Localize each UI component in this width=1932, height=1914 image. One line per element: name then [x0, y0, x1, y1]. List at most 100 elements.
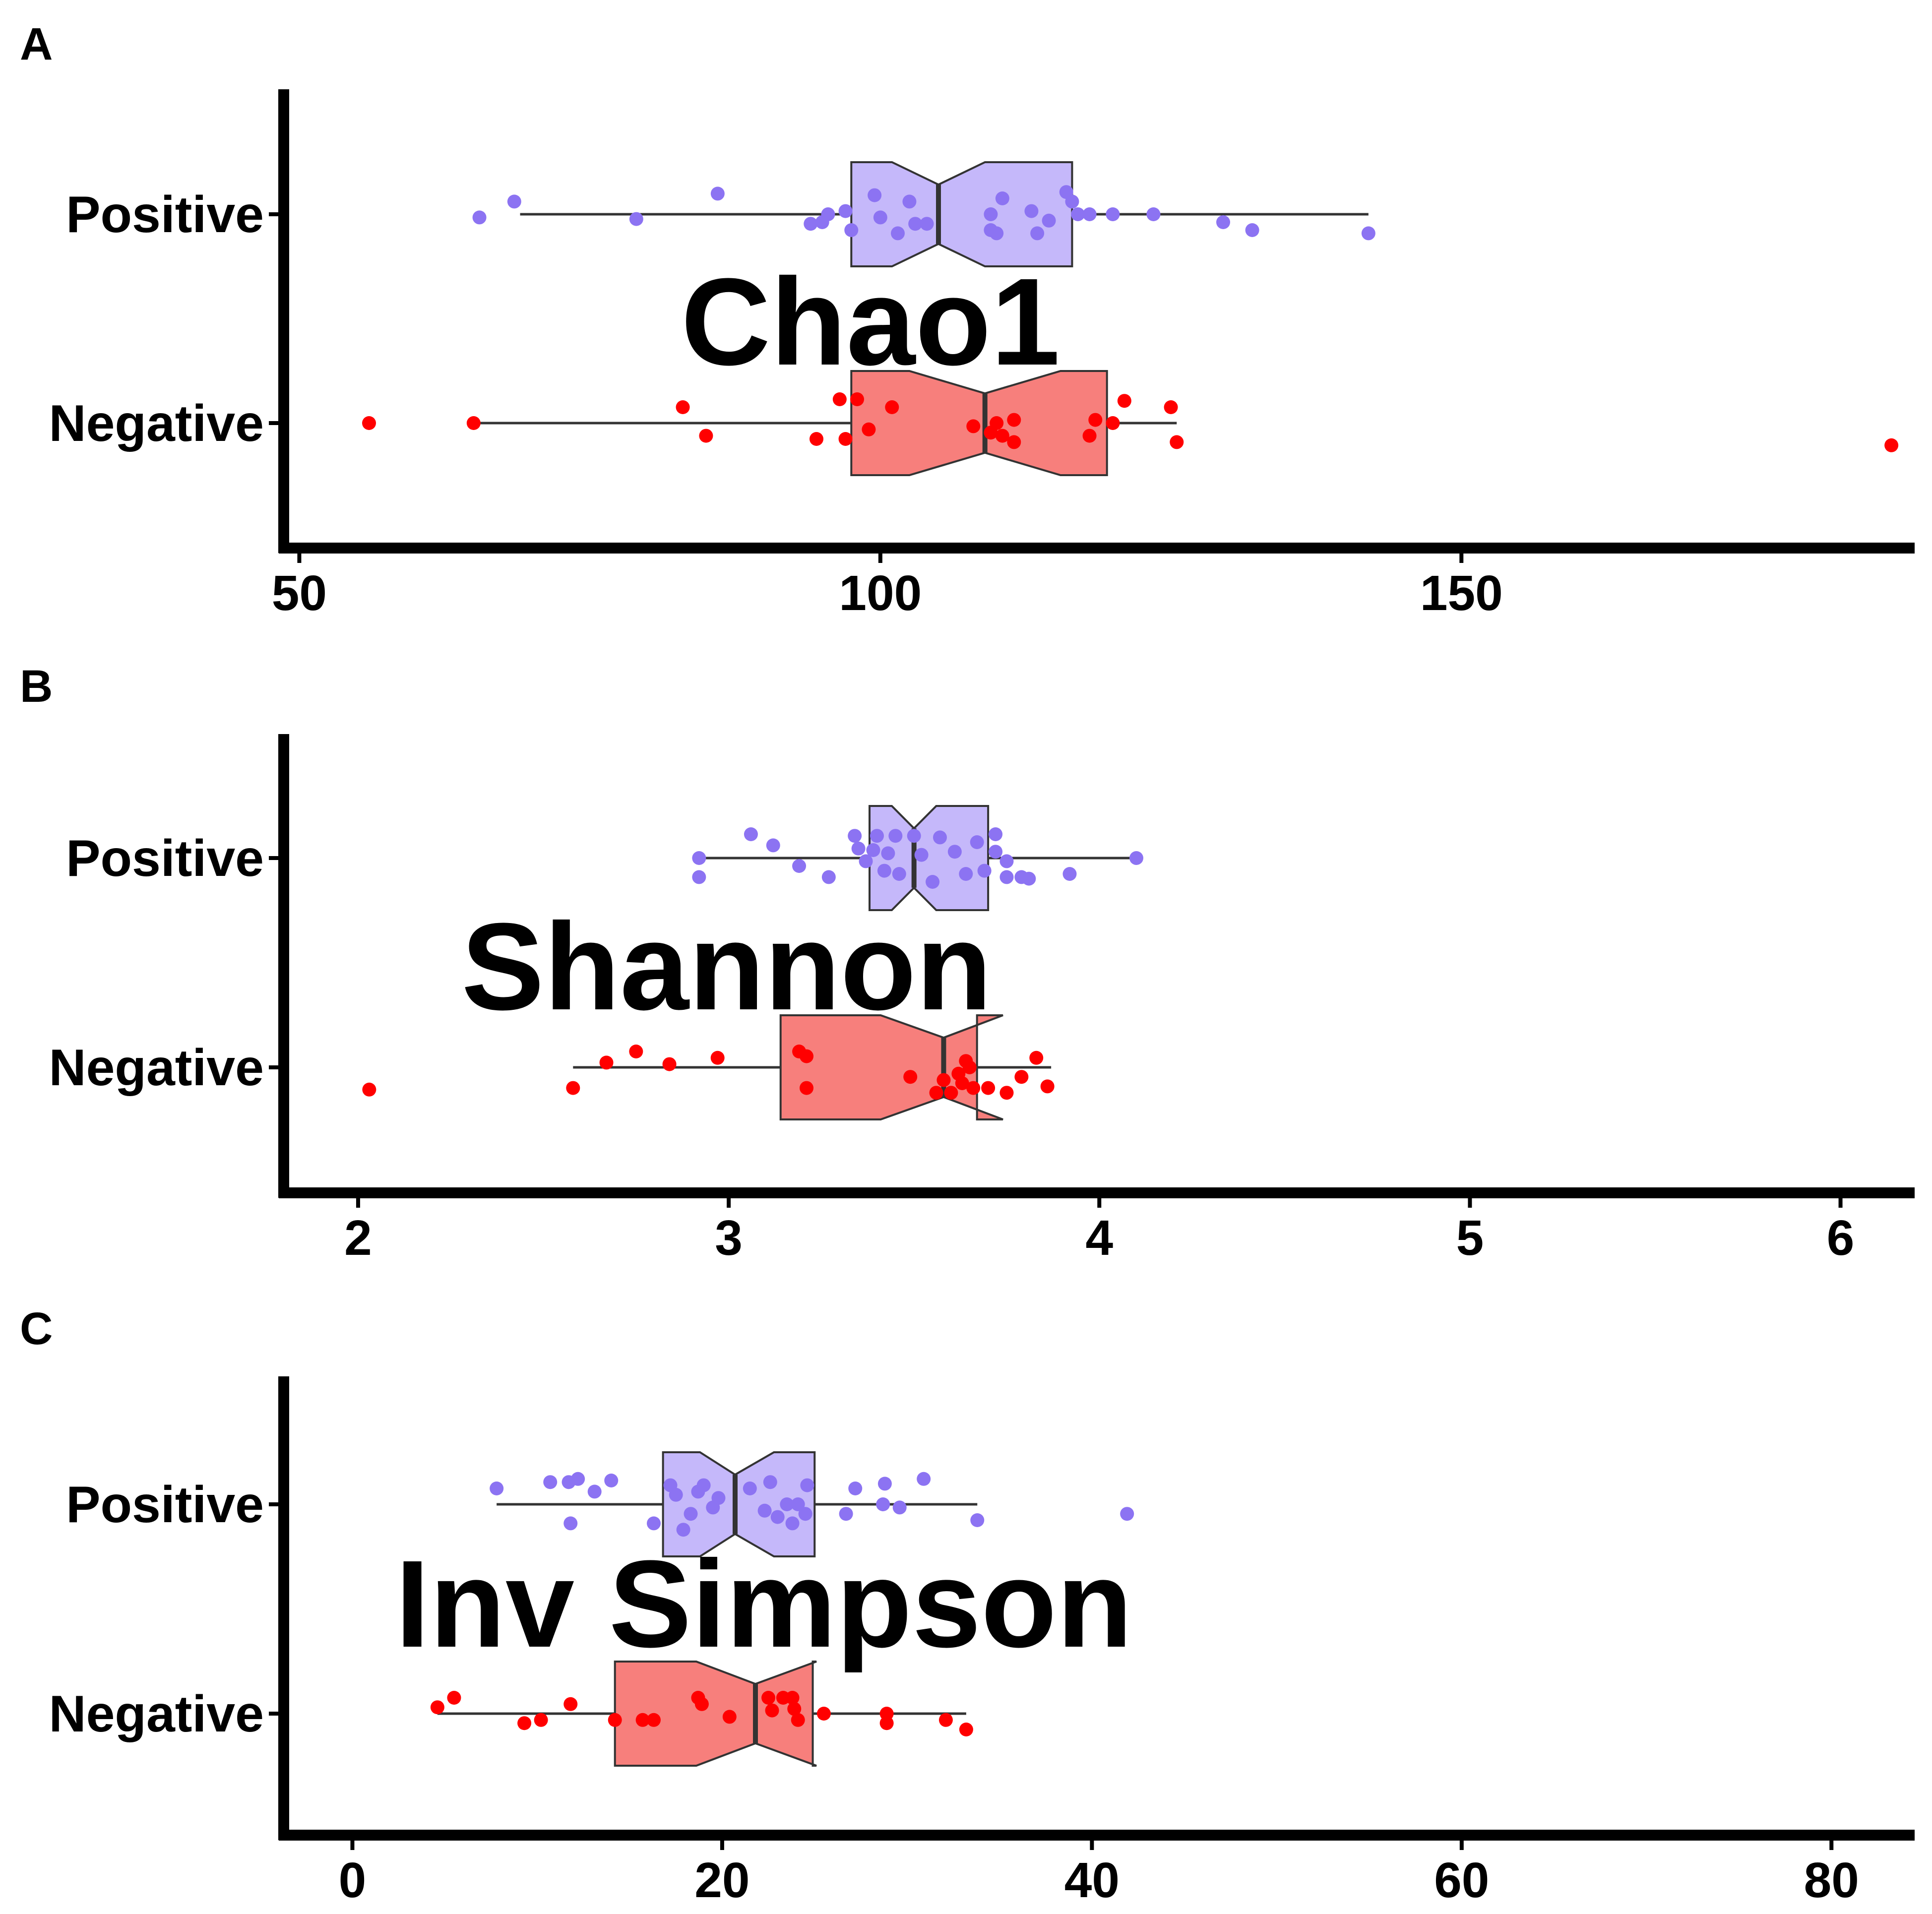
data-point — [766, 838, 780, 853]
data-point — [635, 1713, 650, 1727]
data-point — [907, 829, 921, 843]
panel-label: B — [20, 661, 53, 712]
data-point — [891, 226, 905, 241]
data-point — [1120, 1507, 1134, 1521]
data-point — [947, 845, 962, 859]
y-tick-label: Positive — [66, 1476, 264, 1534]
data-point — [787, 1702, 802, 1716]
x-tick-label: 20 — [694, 1852, 749, 1908]
data-point — [908, 217, 923, 231]
x-tick-label: 4 — [1085, 1210, 1113, 1266]
data-point — [563, 1516, 578, 1531]
data-point — [1146, 207, 1161, 221]
data-point — [815, 215, 829, 229]
data-point — [995, 191, 1009, 205]
data-point — [362, 1082, 376, 1097]
data-point — [507, 194, 521, 209]
data-point — [692, 870, 706, 884]
x-tick-label: 60 — [1434, 1852, 1489, 1908]
data-point — [1062, 867, 1077, 881]
series-positive — [490, 1451, 1134, 1557]
data-point — [888, 829, 903, 843]
data-point — [816, 1707, 831, 1721]
data-point — [1024, 204, 1039, 218]
data-point — [929, 1086, 943, 1100]
data-point — [1216, 215, 1230, 229]
data-point — [785, 1691, 800, 1705]
data-point — [430, 1700, 444, 1715]
data-point — [710, 186, 725, 201]
data-point — [879, 1707, 894, 1721]
data-point — [798, 1507, 812, 1521]
data-point — [1007, 413, 1021, 427]
panel-label: C — [20, 1303, 53, 1354]
x-tick-label: 6 — [1827, 1210, 1855, 1266]
data-point — [647, 1713, 661, 1727]
data-point — [800, 1049, 814, 1063]
data-point — [566, 1081, 580, 1095]
data-point — [859, 854, 873, 868]
data-point — [1042, 213, 1056, 228]
data-point — [1884, 438, 1899, 452]
data-point — [791, 1497, 805, 1511]
data-point — [1040, 1079, 1055, 1094]
x-tick-label: 3 — [715, 1210, 743, 1266]
data-point — [1245, 223, 1259, 237]
data-point — [990, 226, 1004, 241]
data-point — [920, 217, 934, 231]
data-point — [1065, 194, 1079, 209]
box — [850, 161, 1073, 267]
data-point — [990, 416, 1004, 430]
data-point — [989, 827, 1003, 841]
data-point — [599, 1055, 614, 1070]
data-point — [534, 1713, 548, 1727]
data-point — [999, 1086, 1014, 1100]
data-point — [744, 827, 758, 841]
data-point — [984, 207, 998, 221]
series-positive — [472, 161, 1375, 267]
data-point — [785, 1516, 800, 1531]
data-point — [710, 1050, 725, 1065]
data-point — [676, 400, 690, 414]
data-point — [914, 848, 929, 862]
data-point — [850, 392, 864, 406]
data-point — [490, 1482, 504, 1495]
data-point — [362, 416, 376, 430]
data-point — [765, 1703, 779, 1718]
data-point — [722, 1710, 737, 1724]
x-tick-label: 2 — [344, 1210, 372, 1266]
data-point — [959, 867, 973, 881]
data-point — [832, 392, 847, 406]
data-point — [792, 859, 807, 873]
data-point — [870, 829, 884, 843]
panel-c: C 0 20 40 60 80 Positive Negative Inv Simpson — [20, 1303, 1915, 1908]
data-point — [938, 1713, 953, 1727]
data-point — [810, 432, 823, 446]
panel-title: Shannon — [461, 897, 992, 1036]
data-point — [1007, 435, 1021, 449]
series-positive — [692, 805, 1143, 911]
data-point — [770, 1510, 785, 1524]
data-point — [873, 210, 887, 225]
data-point — [517, 1716, 532, 1730]
data-point — [763, 1475, 777, 1489]
data-point — [981, 1081, 996, 1095]
data-point — [800, 1081, 814, 1095]
panel-title: Chao1 — [681, 252, 1060, 391]
data-point — [955, 1076, 969, 1090]
data-point — [1014, 1070, 1029, 1084]
series-negative — [362, 370, 1899, 476]
y-tick-label: Negative — [49, 1685, 264, 1743]
data-point — [1106, 416, 1120, 430]
data-point — [926, 875, 940, 889]
data-point — [877, 1477, 892, 1491]
x-tick-label: 50 — [272, 565, 327, 621]
data-point — [472, 210, 487, 225]
data-point — [959, 1723, 973, 1736]
data-point — [563, 1697, 578, 1711]
x-tick-label: 40 — [1064, 1852, 1120, 1908]
data-point — [885, 400, 899, 414]
data-point — [1022, 871, 1036, 886]
data-point — [629, 1045, 643, 1058]
